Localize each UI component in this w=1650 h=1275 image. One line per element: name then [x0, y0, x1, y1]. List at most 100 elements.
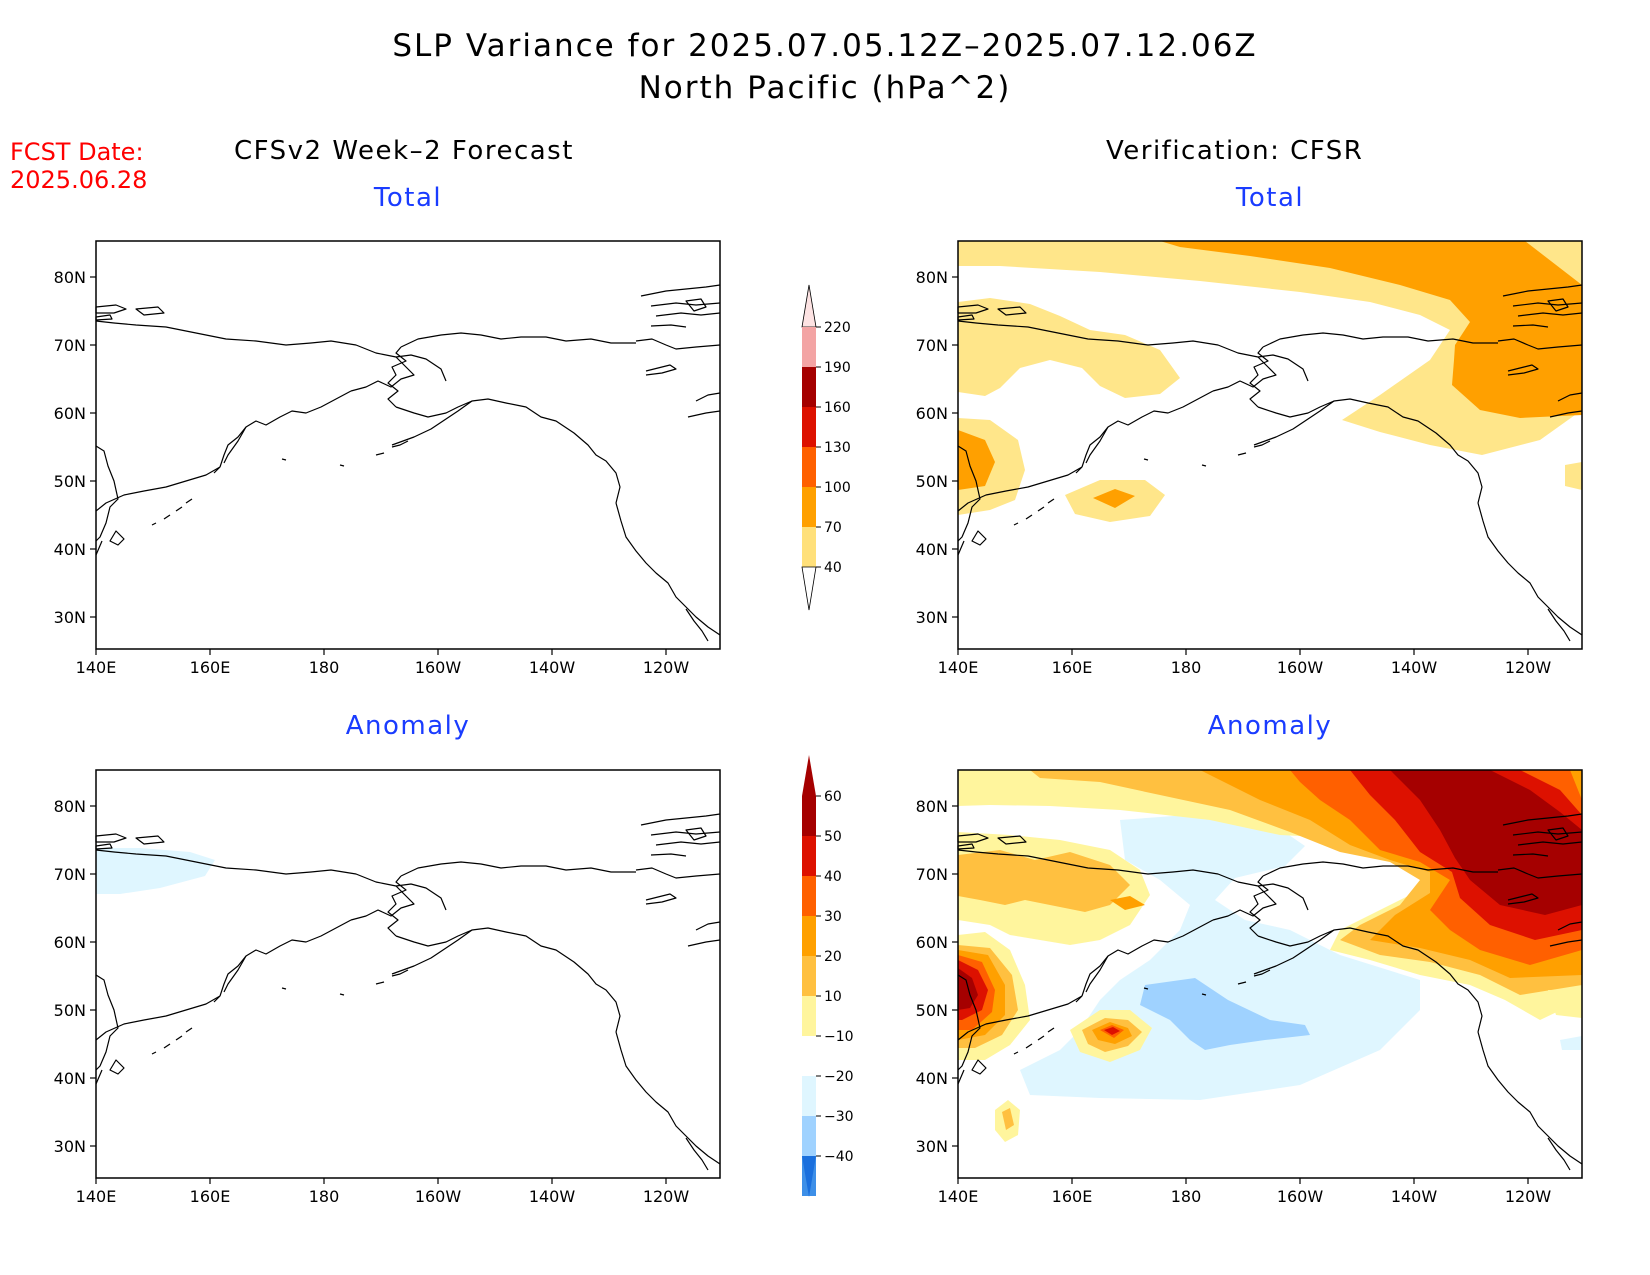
- fcst-date-line2: 2025.06.28: [10, 166, 148, 194]
- lon-label-forecast-total: 140W: [529, 658, 576, 677]
- colorbar-anomaly-box: [802, 1036, 816, 1076]
- colorbar-anomaly-label: −10: [824, 1029, 854, 1045]
- lon-label-verification-anomaly: 160W: [1277, 1187, 1324, 1206]
- lat-label-verification-anomaly: 40N: [916, 1069, 948, 1088]
- colorbar-total-box: [802, 447, 816, 487]
- lat-label-forecast-anomaly: 70N: [54, 865, 86, 884]
- main-subtitle: North Pacific (hPa^2): [638, 70, 1012, 106]
- colorbar-total-label: 160: [824, 400, 851, 416]
- lon-label-forecast-total: 140E: [76, 658, 117, 677]
- colorbar-anomaly-label: 30: [824, 909, 842, 925]
- lat-label-verification-total: 30N: [916, 608, 948, 627]
- lat-label-forecast-total: 80N: [54, 268, 86, 287]
- colorbar-anomaly-box: [802, 956, 816, 996]
- lat-label-forecast-total: 70N: [54, 336, 86, 355]
- lon-label-forecast-anomaly: 140W: [529, 1187, 576, 1206]
- colorbar-total-box: [802, 407, 816, 447]
- lon-label-forecast-total: 120W: [643, 658, 690, 677]
- colorbar-anomaly-label: −40: [824, 1149, 854, 1165]
- colorbar-anomaly-label: −30: [824, 1109, 854, 1125]
- lon-label-verification-total: 160E: [1052, 658, 1093, 677]
- lat-label-forecast-total: 30N: [54, 608, 86, 627]
- lon-label-forecast-anomaly: 180: [309, 1187, 340, 1206]
- colorbar-total: 220 190 160 130 100 70 40: [801, 284, 851, 611]
- lat-label-verification-anomaly: 80N: [916, 797, 948, 816]
- lat-label-verification-anomaly: 30N: [916, 1137, 948, 1156]
- lon-label-forecast-total: 160E: [190, 658, 231, 677]
- lat-label-verification-total: 40N: [916, 540, 948, 559]
- colorbar-anomaly-box: [802, 1076, 816, 1116]
- colorbar-total-label: 220: [824, 320, 851, 336]
- panel-title-forecast-total: Total: [373, 183, 443, 213]
- map-panel-verification-total: [957, 240, 1583, 650]
- lat-label-forecast-anomaly: 60N: [54, 933, 86, 952]
- lon-label-verification-total: 140W: [1391, 658, 1438, 677]
- colorbar-total-top-arrow: [801, 284, 817, 328]
- lat-label-verification-total: 80N: [916, 268, 948, 287]
- lon-label-verification-total: 160W: [1277, 658, 1324, 677]
- lon-label-verification-anomaly: 160E: [1052, 1187, 1093, 1206]
- main-title: SLP Variance for 2025.07.05.12Z–2025.07.…: [392, 28, 1258, 64]
- lon-label-verification-anomaly: 140E: [938, 1187, 979, 1206]
- lat-label-verification-total: 50N: [916, 472, 948, 491]
- lat-label-forecast-anomaly: 30N: [54, 1137, 86, 1156]
- lat-label-forecast-anomaly: 50N: [54, 1001, 86, 1020]
- colorbar-total-box: [802, 327, 816, 367]
- colorbar-total-label: 40: [824, 560, 842, 576]
- lat-label-forecast-total: 60N: [54, 404, 86, 423]
- map-panel-verification-anomaly: [957, 769, 1583, 1179]
- panel-title-verification-anomaly: Anomaly: [1207, 711, 1333, 741]
- column-title-forecast: CFSv2 Week–2 Forecast: [234, 136, 574, 166]
- colorbar-total-label: 100: [824, 480, 851, 496]
- lat-label-forecast-total: 40N: [54, 540, 86, 559]
- lat-label-verification-total: 60N: [916, 404, 948, 423]
- lon-label-forecast-anomaly: 140E: [76, 1187, 117, 1206]
- lon-label-forecast-anomaly: 120W: [643, 1187, 690, 1206]
- lat-label-verification-anomaly: 70N: [916, 865, 948, 884]
- colorbar-anomaly-top-arrow: [802, 755, 816, 796]
- colorbar-total-box: [802, 527, 816, 567]
- map-panel-forecast-anomaly: [95, 769, 721, 1179]
- lon-label-forecast-anomaly: 160W: [415, 1187, 462, 1206]
- lon-label-verification-total: 120W: [1505, 658, 1552, 677]
- colorbar-anomaly-label: −20: [824, 1069, 854, 1085]
- fcst-date-label: FCST Date: 2025.06.28: [10, 138, 147, 194]
- colorbar-anomaly-box: [802, 916, 816, 956]
- lon-label-forecast-anomaly: 160E: [190, 1187, 231, 1206]
- colorbar-anomaly-box: [802, 876, 816, 916]
- colorbar-total-bottom-arrow: [801, 566, 817, 611]
- lon-label-verification-anomaly: 180: [1171, 1187, 1202, 1206]
- panel-title-forecast-anomaly: Anomaly: [345, 711, 471, 741]
- lat-label-verification-total: 70N: [916, 336, 948, 355]
- colorbar-anomaly-box: [802, 796, 816, 836]
- lon-label-verification-anomaly: 120W: [1505, 1187, 1552, 1206]
- colorbar-anomaly-box: [802, 996, 816, 1036]
- colorbar-total-label: 190: [824, 360, 851, 376]
- colorbar-anomaly-box: [802, 1116, 816, 1156]
- lat-label-verification-anomaly: 60N: [916, 933, 948, 952]
- lon-label-forecast-total: 180: [309, 658, 340, 677]
- colorbar-anomaly-label: 20: [824, 949, 842, 965]
- colorbar-anomaly-label: 60: [824, 789, 842, 805]
- colorbar-anomaly-box: [802, 836, 816, 876]
- colorbar-total-box: [802, 487, 816, 527]
- lat-label-forecast-anomaly: 40N: [54, 1069, 86, 1088]
- colorbar-total-label: 130: [824, 440, 851, 456]
- lon-label-verification-total: 140E: [938, 658, 979, 677]
- colorbar-anomaly-label: 40: [824, 869, 842, 885]
- fcst-date-line1: FCST Date:: [10, 138, 144, 166]
- lon-label-forecast-total: 160W: [415, 658, 462, 677]
- lat-label-forecast-anomaly: 80N: [54, 797, 86, 816]
- lon-label-verification-total: 180: [1171, 658, 1202, 677]
- colorbar-anomaly-bottom-arrow: [802, 1156, 816, 1197]
- lat-label-forecast-total: 50N: [54, 472, 86, 491]
- colorbar-anomaly: 60 50 40 30 20 10 −10 −20 −30 −40: [802, 755, 854, 1197]
- column-title-verification: Verification: CFSR: [1106, 136, 1364, 166]
- panel-title-verification-total: Total: [1235, 183, 1305, 213]
- colorbar-total-label: 70: [824, 520, 842, 536]
- map-panel-forecast-total: [95, 240, 721, 650]
- lon-label-verification-anomaly: 140W: [1391, 1187, 1438, 1206]
- lat-label-verification-anomaly: 50N: [916, 1001, 948, 1020]
- axes-layer: 80N 70N 60N 50N 40N 30N 140E 160E 180 160W 140W 120…: [54, 268, 1552, 1206]
